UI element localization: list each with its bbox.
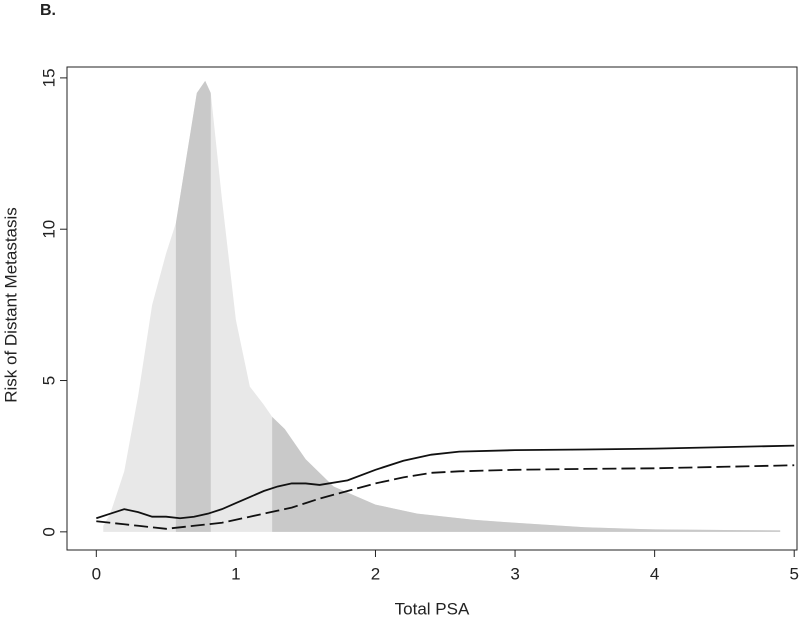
- dashed-line: [96, 464, 795, 530]
- x-tick-label: 1: [231, 564, 240, 583]
- y-tick-label: 15: [39, 68, 58, 87]
- solid-line: [96, 444, 795, 520]
- x-tick-label: 2: [371, 564, 380, 583]
- shaded-region: [272, 416, 781, 532]
- x-axis-label: Total PSA: [395, 599, 470, 618]
- shaded-region: [175, 80, 211, 532]
- plot-frame: [66, 66, 798, 551]
- y-axis-label: Risk of Distant Metastasis: [1, 207, 20, 403]
- y-tick-label: 10: [39, 220, 58, 239]
- y-tick-label: 5: [39, 376, 58, 385]
- x-tick-label: 0: [92, 564, 101, 583]
- x-tick-label: 4: [650, 564, 659, 583]
- x-tick-label: 5: [789, 564, 798, 583]
- y-tick-label: 0: [39, 527, 58, 536]
- panel-label: B.: [40, 2, 56, 19]
- x-tick-label: 3: [510, 564, 519, 583]
